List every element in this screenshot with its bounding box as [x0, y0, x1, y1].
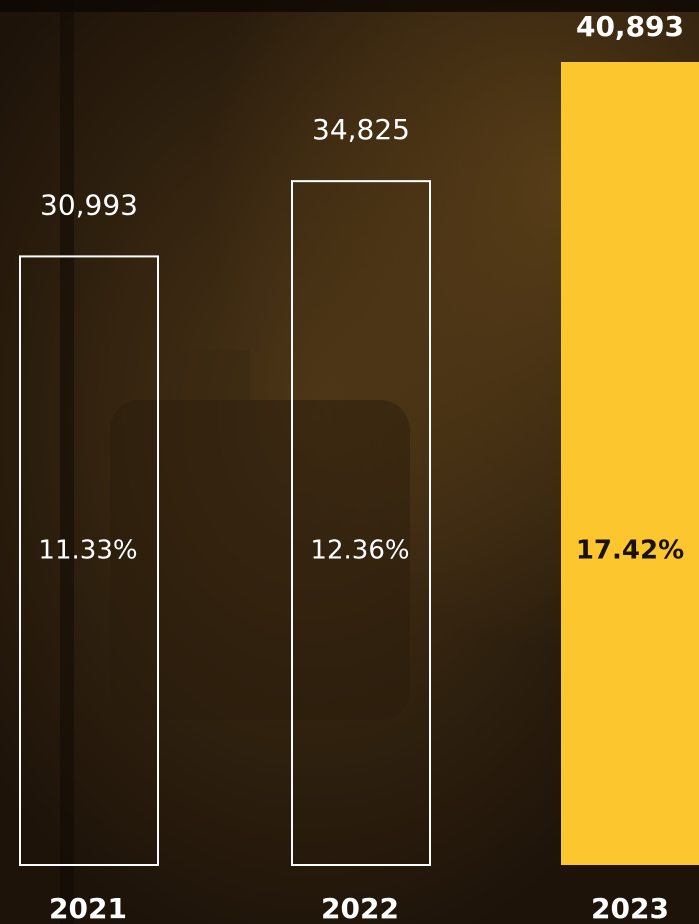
category-label: 2023	[591, 892, 669, 924]
chart: 30,993 11.33% 2021 34,825 12.36% 2022 40,893 17…	[0, 0, 699, 924]
value-label: 34,825	[312, 113, 410, 146]
bar	[561, 62, 699, 865]
category-label: 2022	[321, 892, 399, 924]
background-texture	[60, 0, 74, 924]
page: {"chart_data": {"type": "bar", "categori…	[0, 0, 699, 924]
share-label: 12.36%	[310, 536, 409, 566]
value-label: 40,893	[576, 10, 684, 43]
share-label: 11.33%	[38, 536, 137, 566]
category-label: 2021	[49, 892, 127, 924]
value-label: 30,993	[40, 188, 138, 221]
share-label: 17.42%	[576, 536, 684, 566]
background-texture	[175, 350, 250, 400]
